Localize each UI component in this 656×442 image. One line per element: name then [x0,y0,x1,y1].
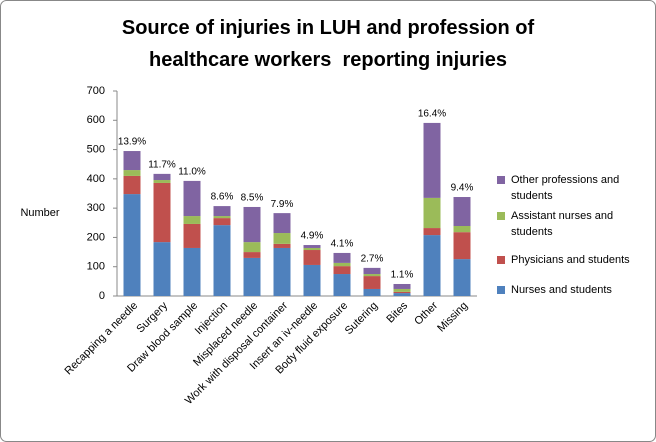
y-tick-label: 100 [87,261,105,273]
bar-segment [333,252,351,263]
bar-annotation: 7.9% [271,199,294,210]
legend-swatch [497,286,505,294]
legend-entry: Assistant nurses and students [497,208,647,240]
legend-label: Physicians and students [511,254,630,266]
bar-segment [453,197,471,227]
bar-segment [393,288,411,292]
bar-segment [273,243,291,248]
bar-segment [453,259,471,296]
legend-swatch [497,176,505,184]
bar-segment [183,223,201,248]
bar-segment [153,182,171,243]
bar-annotation: 8.5% [241,193,264,204]
bar-segment [423,235,441,296]
bar-annotation: 9.4% [451,183,474,194]
y-tick-label: 200 [87,231,105,243]
y-tick-label: 500 [87,143,105,155]
bar-segment [303,247,321,251]
bar-segment [213,225,231,296]
bar-segment [243,252,261,258]
bar-segment [393,293,411,296]
bar-segment [213,216,231,219]
bar-segment [243,257,261,296]
legend-swatch [497,212,505,220]
bar-segment [123,170,141,176]
y-tick-label: 0 [99,290,105,302]
bar-segment [153,180,171,183]
bar-segment [333,274,351,296]
bar-segment [273,233,291,244]
bar-annotation: 11.0% [178,167,206,178]
bar-segment [273,247,291,296]
legend-label: Other professions and students [511,174,620,202]
bar-segment [303,245,321,248]
bar-segment [423,197,441,229]
bar-segment [453,226,471,233]
bar-segment [213,218,231,226]
y-tick-label: 700 [87,85,105,97]
bar-segment [123,151,141,171]
bar-segment [243,242,261,253]
legend-label: Nurses and students [511,284,612,296]
bar-annotation: 4.1% [331,239,354,250]
bar-segment [393,283,411,289]
bar-segment [453,232,471,260]
bar-segment [423,122,441,198]
bar-annotation: 2.7% [361,254,384,265]
legend-swatch [497,256,505,264]
bar-segment [153,242,171,296]
bar-segment [363,267,381,275]
bar-annotation: 11.7% [148,160,176,171]
chart-title: Source of injuries in LUH and profession… [121,17,540,71]
bar-segment [183,247,201,296]
legend-entry: Nurses and students [497,282,647,298]
bar-segment [123,175,141,195]
bar-segment [153,173,171,181]
y-tick-label: 600 [87,114,105,126]
bar-annotation: 16.4% [418,109,446,120]
legend-label: Assistant nurses and students [511,210,614,238]
bar-segment [333,262,351,267]
bar-segment [423,228,441,236]
bar-segment [213,206,231,217]
bar-segment [303,250,321,265]
y-tick-label: 300 [87,202,105,214]
bar-segment [333,266,351,275]
bar-segment [303,264,321,296]
bar-segment [393,291,411,294]
bar-segment [363,276,381,289]
bar-segment [363,288,381,296]
legend-entry: Physicians and students [497,252,647,268]
bar-annotation: 13.9% [118,137,146,148]
bar-segment [243,206,261,243]
legend: Other professions and students Assistant … [497,172,647,302]
y-axis-label: Number [20,207,59,219]
bar-annotation: 1.1% [391,270,414,281]
bar-segment [363,274,381,277]
y-tick-label: 400 [87,173,105,185]
legend-entry: Other professions and students [497,172,647,204]
bar-annotation: 4.9% [301,231,324,242]
bar-segment [183,216,201,224]
bar-segment [123,194,141,296]
bar-segment [183,180,201,217]
bar-segment [273,213,291,234]
bar-annotation: 8.6% [211,192,234,203]
